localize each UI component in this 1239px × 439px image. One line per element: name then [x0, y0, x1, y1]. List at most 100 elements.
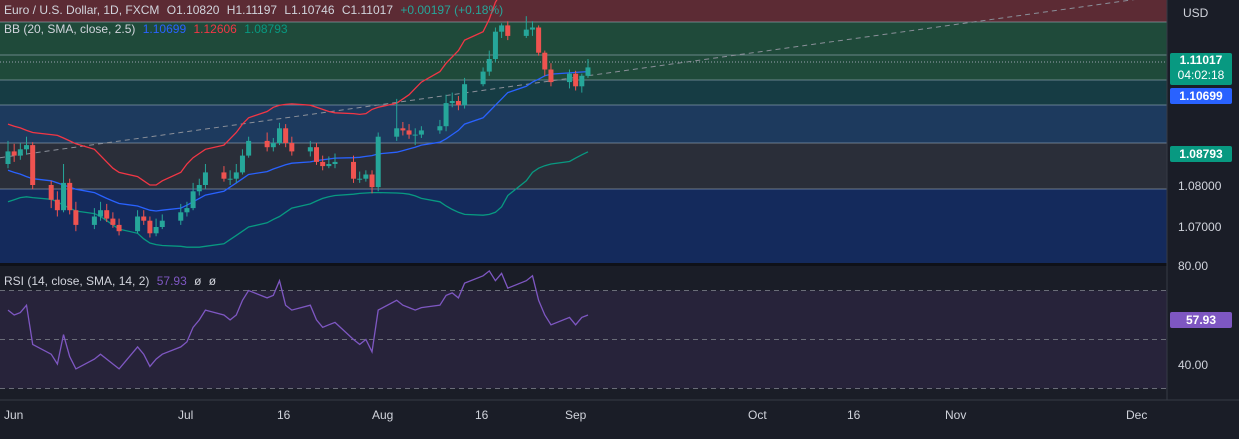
candle-body	[548, 69, 554, 83]
price-zone	[0, 0, 1167, 22]
bb-basis-tag: 1.10699	[1170, 88, 1232, 104]
candle-body	[73, 210, 79, 225]
high-label: H	[226, 3, 236, 17]
candle-body	[492, 31, 498, 59]
candle-body	[91, 216, 97, 225]
candle-body	[369, 174, 375, 188]
candle-body	[159, 220, 165, 227]
candle-body	[579, 75, 585, 87]
candle-body	[357, 178, 363, 180]
symbol-title: Euro / U.S. Dollar, 1D, FXCM	[4, 3, 160, 17]
candle-body	[196, 185, 202, 192]
price-zone	[0, 189, 1167, 263]
candle-body	[190, 191, 196, 209]
rsi-tick-label: 80.00	[1178, 259, 1209, 273]
bb-upper-value: 1.12606	[193, 22, 237, 36]
candle-body	[375, 136, 381, 188]
candle-body	[184, 208, 190, 213]
candle-body	[141, 216, 147, 221]
rsi-legend-value: 57.93	[156, 274, 187, 288]
bb-lower-line	[7, 151, 589, 248]
bb-lower-value: 1.08793	[244, 22, 288, 36]
candle-body	[394, 128, 400, 137]
candle-body	[135, 216, 141, 232]
candle-body	[529, 27, 535, 30]
candle-body	[462, 84, 468, 106]
candle-body	[110, 218, 116, 225]
time-tick-label: Jul	[178, 408, 194, 422]
candle-body	[289, 143, 295, 152]
bb-legend[interactable]: BB (20, SMA, close, 2.5) 1.10699 1.12606…	[4, 22, 292, 36]
candle-body	[443, 103, 449, 127]
candle-body	[542, 52, 548, 70]
bb-upper-line	[7, 0, 498, 186]
candle-body	[418, 130, 424, 135]
bb-lower-tag: 1.08793	[1170, 146, 1232, 162]
candle-body	[67, 182, 73, 211]
price-zone	[0, 105, 1167, 143]
candle-body	[202, 172, 208, 185]
rsi-legend-n2: ø	[208, 274, 217, 288]
candle-body	[505, 25, 511, 36]
candle-body	[283, 128, 289, 143]
candle-body	[17, 149, 23, 156]
open-label: O	[166, 3, 177, 17]
time-tick-label: 16	[277, 408, 291, 422]
rsi-value-tag: 57.93	[1170, 312, 1232, 328]
time-tick-label: Dec	[1126, 408, 1148, 422]
candle-body	[566, 73, 572, 83]
open-value: 1.10820	[176, 3, 220, 17]
price-tick-label: 1.07000	[1178, 220, 1222, 234]
time-tick-label: Sep	[565, 408, 587, 422]
candle-body	[585, 67, 591, 76]
candle-body	[400, 128, 406, 131]
candle-body	[11, 151, 17, 156]
time-tick-label: Jun	[4, 408, 24, 422]
currency-label[interactable]: USD	[1183, 6, 1209, 20]
candle-body	[246, 140, 252, 156]
rsi-tick-label: 40.00	[1178, 358, 1209, 372]
close-value: 1.11017	[350, 3, 394, 17]
pane-separator	[0, 263, 1167, 266]
countdown-value: 04:02:18	[1177, 68, 1225, 82]
change-value: +0.00197 (+0.18%)	[400, 3, 504, 17]
time-tick-label: Nov	[945, 408, 967, 422]
candle-body	[48, 185, 54, 200]
candle-body	[227, 178, 233, 180]
price-zone	[0, 143, 1167, 189]
price-tick-label: 1.08000	[1178, 179, 1222, 193]
candle-body	[449, 101, 455, 104]
candle-body	[412, 134, 418, 136]
candle-body	[153, 227, 159, 234]
candle-body	[104, 210, 110, 219]
candle-body	[536, 27, 542, 53]
candle-body	[486, 59, 492, 72]
high-value: 1.11197	[235, 3, 278, 17]
candle-body	[351, 161, 357, 179]
candle-body	[406, 130, 412, 135]
rsi-legend[interactable]: RSI (14, close, SMA, 14, 2) 57.93 ø ø	[4, 274, 220, 288]
low-label: L	[284, 3, 292, 17]
last-price-value: 1.11017	[1179, 53, 1223, 67]
candle-body	[270, 143, 276, 148]
candle-body	[116, 224, 122, 232]
close-label: C	[341, 3, 351, 17]
time-tick-label: 16	[475, 408, 489, 422]
candle-body	[437, 126, 443, 131]
candle-body	[54, 199, 60, 211]
bb-legend-label: BB (20, SMA, close, 2.5)	[4, 22, 136, 36]
bb-basis-value: 1.10699	[142, 22, 187, 36]
candle-body	[314, 147, 319, 162]
candle-body	[307, 147, 313, 152]
candle-body	[221, 172, 227, 179]
low-value: 1.10746	[291, 3, 335, 17]
candle-body	[276, 128, 282, 143]
candle-body	[233, 172, 239, 179]
candle-body	[455, 101, 461, 106]
candle-body	[332, 161, 338, 164]
candle-body	[573, 73, 579, 87]
candle-body	[61, 182, 67, 211]
candle-body	[30, 145, 36, 185]
